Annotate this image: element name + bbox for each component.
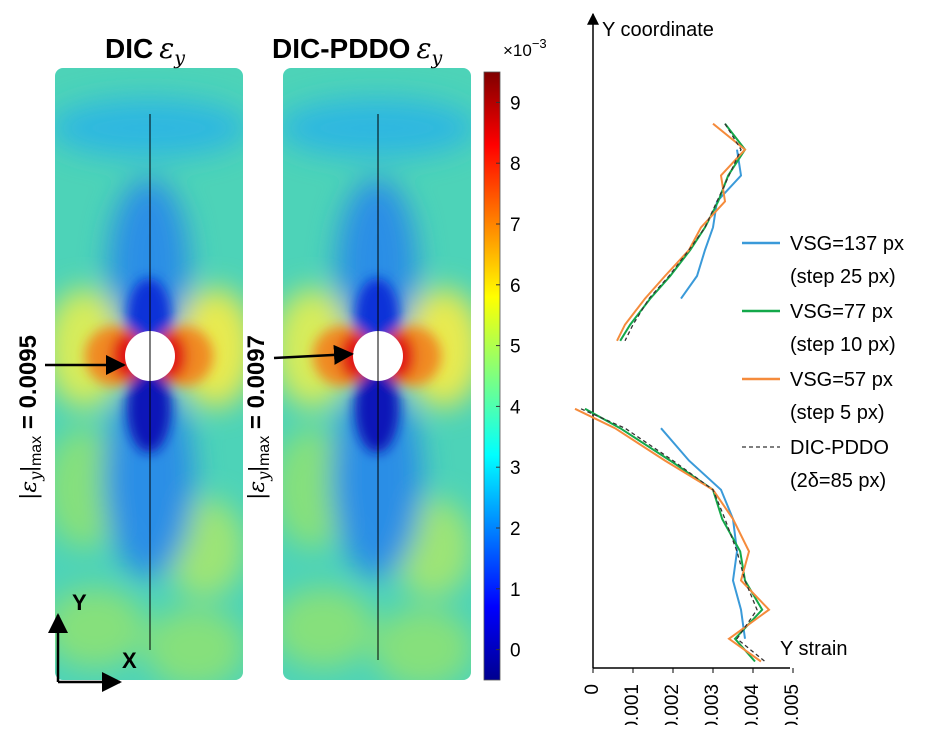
series-line bbox=[584, 123, 764, 663]
colorbar-multiplier: ×10−3 bbox=[503, 36, 547, 60]
legend-sublabel: (step 25 px) bbox=[790, 266, 896, 288]
legend-label: DIC-PDDO bbox=[790, 437, 889, 459]
colorbar-tick-label: 4 bbox=[510, 397, 521, 418]
colorbar-tick-label: 6 bbox=[510, 276, 521, 297]
colorbar-tick-label: 3 bbox=[510, 458, 521, 479]
x-tick-label: 0 bbox=[582, 684, 603, 695]
svg-text:|εy|max = 0.0097: |εy|max = 0.0097 bbox=[243, 335, 273, 500]
colorbar-tick-label: 0 bbox=[510, 641, 521, 662]
map-title: DIC-PDDO εy bbox=[272, 32, 442, 69]
colorbar-tick-label: 7 bbox=[510, 215, 521, 236]
colorbar-tick-label: 5 bbox=[510, 337, 521, 358]
x-axis-label: Y strain bbox=[780, 638, 847, 660]
colorbar-tick-label: 8 bbox=[510, 154, 521, 175]
y-axis-label: Y coordinate bbox=[602, 19, 714, 41]
series-line bbox=[580, 123, 766, 663]
svg-text:|εy|max = 0.0095: |εy|max = 0.0095 bbox=[15, 335, 45, 500]
axis-icon-label: Y bbox=[72, 590, 87, 615]
legend-sublabel: (2δ=85 px) bbox=[790, 470, 886, 492]
series-line bbox=[660, 149, 746, 639]
legend-sublabel: (step 5 px) bbox=[790, 402, 884, 424]
colorbar-tick-label: 1 bbox=[510, 580, 521, 601]
x-tick-label: 0.004 bbox=[742, 684, 763, 725]
x-tick-label: 0.001 bbox=[622, 684, 643, 725]
x-tick-label: 0.005 bbox=[782, 684, 803, 725]
max-label: |εy|max = 0.0095 bbox=[15, 335, 45, 500]
legend-sublabel: (step 10 px) bbox=[790, 334, 896, 356]
x-tick-label: 0.002 bbox=[662, 684, 683, 725]
axis-icon-label: X bbox=[122, 648, 137, 673]
legend-label: VSG=57 px bbox=[790, 369, 893, 391]
map-title: DIC εy bbox=[105, 32, 185, 69]
colorbar-tick-label: 2 bbox=[510, 519, 521, 540]
series-line bbox=[574, 122, 771, 663]
legend-label: VSG=77 px bbox=[790, 301, 893, 323]
legend-label: VSG=137 px bbox=[790, 233, 904, 255]
x-tick-label: 0.003 bbox=[702, 684, 723, 725]
arrow bbox=[273, 344, 354, 365]
colorbar-tick-label: 9 bbox=[510, 93, 521, 114]
max-label: |εy|max = 0.0097 bbox=[243, 335, 273, 500]
